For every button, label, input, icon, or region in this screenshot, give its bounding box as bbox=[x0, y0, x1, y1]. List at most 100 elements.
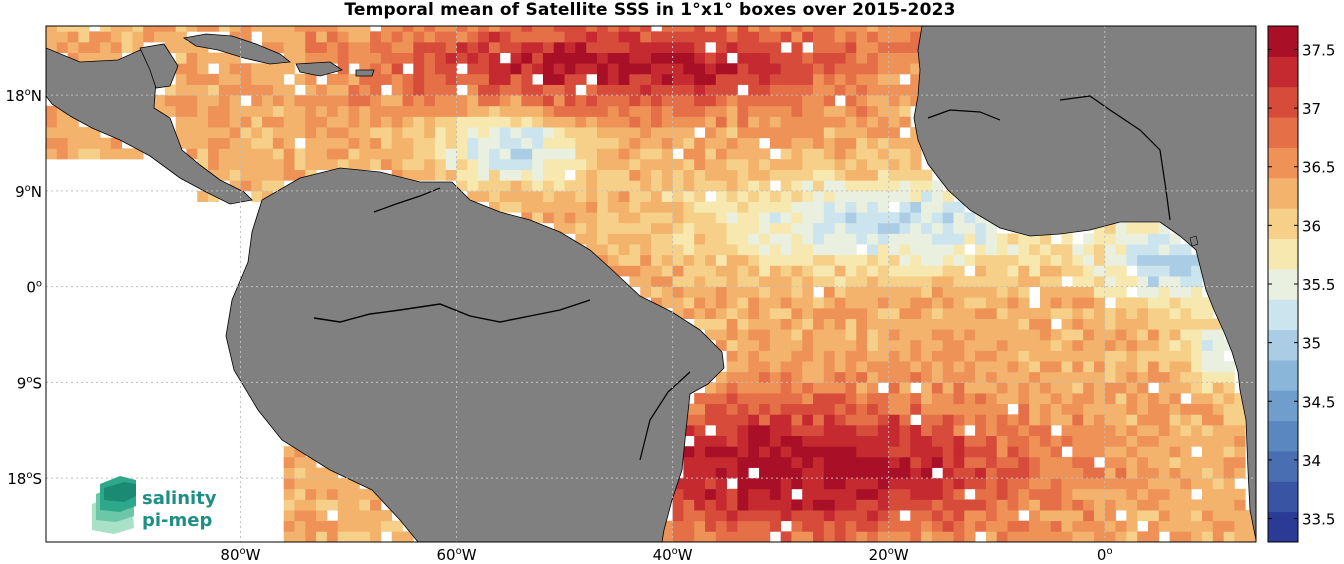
sss-cell bbox=[391, 148, 403, 160]
sss-cell bbox=[1039, 244, 1052, 256]
sss-cell bbox=[456, 137, 468, 149]
sss-cell bbox=[867, 84, 879, 96]
sss-cell bbox=[964, 393, 976, 405]
sss-cell bbox=[78, 137, 90, 149]
sss-cell bbox=[877, 424, 890, 437]
sss-cell bbox=[910, 31, 922, 43]
sss-cell bbox=[1029, 382, 1041, 394]
sss-cell bbox=[802, 233, 814, 245]
sss-cell bbox=[532, 180, 544, 192]
sss-cell bbox=[888, 180, 900, 192]
sss-cell bbox=[985, 233, 998, 245]
sss-cell bbox=[921, 350, 933, 362]
sss-cell bbox=[823, 31, 836, 43]
sss-cell bbox=[596, 212, 609, 224]
sss-cell bbox=[780, 478, 792, 490]
sss-cell bbox=[186, 116, 198, 128]
sss-cell bbox=[629, 244, 641, 256]
sss-cell bbox=[89, 148, 101, 160]
sss-cell bbox=[726, 201, 738, 213]
sss-cell bbox=[996, 339, 1008, 351]
sss-cell bbox=[737, 446, 749, 458]
sss-cell bbox=[1061, 393, 1073, 405]
sss-cell bbox=[467, 52, 479, 64]
sss-cell bbox=[326, 520, 339, 532]
sss-cell bbox=[791, 254, 803, 266]
sss-cell bbox=[640, 127, 652, 139]
sss-cell bbox=[1180, 244, 1192, 256]
sss-cell bbox=[272, 105, 285, 117]
sss-cell bbox=[445, 105, 457, 117]
sss-cell bbox=[856, 329, 868, 341]
sss-cell bbox=[1093, 510, 1106, 522]
sss-cell bbox=[445, 116, 457, 128]
sss-cell bbox=[845, 116, 857, 128]
colorbar-tick-label: 34 bbox=[1302, 452, 1321, 470]
sss-cell bbox=[715, 52, 728, 64]
sss-cell bbox=[478, 169, 490, 181]
sss-cell bbox=[823, 41, 836, 53]
sss-cell bbox=[1115, 520, 1127, 532]
sss-cell bbox=[759, 276, 771, 288]
sss-cell bbox=[251, 180, 263, 192]
sss-cell bbox=[791, 393, 803, 405]
lat-tick-label: 0o bbox=[26, 279, 42, 297]
sss-cell bbox=[1137, 456, 1149, 468]
sss-cell bbox=[845, 26, 857, 32]
sss-cell bbox=[294, 26, 306, 32]
sss-cell bbox=[823, 233, 836, 245]
sss-cell bbox=[910, 201, 922, 213]
sss-cell bbox=[877, 478, 890, 490]
sss-cell bbox=[424, 169, 436, 181]
sss-cell bbox=[748, 297, 760, 309]
sss-cell bbox=[888, 467, 900, 479]
sss-cell bbox=[672, 520, 684, 532]
sss-cell bbox=[1072, 478, 1084, 490]
sss-cell bbox=[899, 222, 911, 234]
sss-cell bbox=[651, 127, 663, 139]
sss-cell bbox=[683, 254, 695, 266]
sss-cell bbox=[1072, 244, 1084, 256]
sss-cell bbox=[337, 478, 349, 490]
sss-cell bbox=[705, 393, 717, 405]
sss-cell bbox=[748, 244, 760, 256]
sss-cell bbox=[1158, 286, 1170, 298]
sss-cell bbox=[218, 73, 231, 85]
sss-cell bbox=[845, 212, 857, 224]
sss-cell bbox=[305, 467, 317, 479]
sss-cell bbox=[867, 137, 879, 149]
sss-cell bbox=[618, 137, 630, 149]
sss-cell bbox=[1147, 531, 1160, 542]
sss-cell bbox=[672, 127, 684, 139]
sss-cell bbox=[748, 318, 760, 330]
sss-cell bbox=[823, 393, 836, 405]
sss-cell bbox=[899, 31, 911, 43]
sss-cell bbox=[402, 73, 414, 85]
sss-cell bbox=[715, 222, 728, 234]
sss-cell bbox=[715, 393, 728, 405]
sss-cell bbox=[272, 63, 285, 75]
sss-cell bbox=[759, 510, 771, 522]
sss-cell bbox=[553, 31, 565, 43]
sss-cell bbox=[640, 190, 652, 202]
sss-cell bbox=[596, 190, 609, 202]
sss-cell bbox=[218, 63, 231, 75]
sss-cell bbox=[942, 382, 954, 394]
sss-cell bbox=[748, 105, 760, 117]
sss-cell bbox=[856, 520, 868, 532]
sss-cell bbox=[359, 499, 371, 511]
sss-cell bbox=[1147, 318, 1160, 330]
sss-cell bbox=[305, 148, 317, 160]
sss-cell bbox=[488, 73, 501, 85]
sss-cell bbox=[867, 403, 879, 415]
sss-cell bbox=[391, 84, 403, 96]
sss-cell bbox=[326, 478, 339, 490]
sss-cell bbox=[596, 254, 609, 266]
sss-cell bbox=[813, 265, 825, 277]
sss-cell bbox=[1147, 254, 1160, 266]
sss-cell bbox=[1126, 403, 1138, 415]
sss-cell bbox=[218, 169, 231, 181]
sss-cell bbox=[1007, 520, 1019, 532]
sss-cell bbox=[759, 190, 771, 202]
sss-cell bbox=[586, 52, 598, 64]
